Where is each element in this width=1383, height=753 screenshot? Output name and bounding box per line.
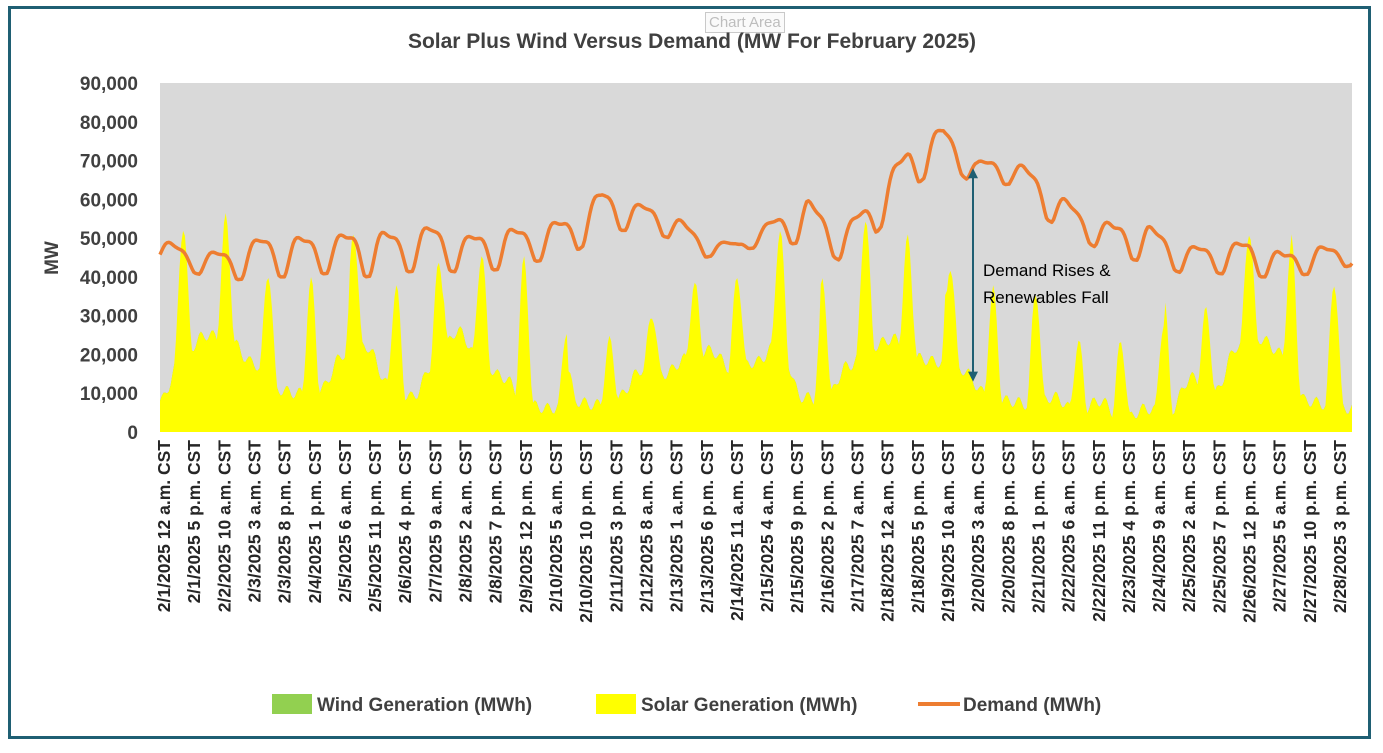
demand-line [158,128,1354,282]
x-tick-label: 2/18/2025 12 a.m. CST [878,440,898,622]
x-tick-label: 2/10/2025 10 p.m. CST [576,440,596,623]
x-tick-label: 2/16/2025 2 p.m. CST [817,440,837,613]
x-tick-label: 2/1/2025 5 p.m. CST [184,440,204,604]
x-tick-label: 2/27/2025 5 a.m. CST [1270,440,1290,612]
y-tick-label: 0 [127,423,138,444]
x-tick-label: 2/4/2025 1 p.m. CST [305,440,325,604]
y-tick-label: 30,000 [80,307,138,328]
x-tick-label: 2/12/2025 8 a.m. CST [637,440,657,612]
legend-solar: Solar Generation (MWh) [596,694,857,716]
x-tick-label: 2/14/2025 11 a.m. CST [727,440,747,621]
x-tick-label: 2/25/2025 2 a.m. CST [1179,440,1199,612]
arrow-head-down [968,371,978,382]
x-tick-label: 2/23/2025 4 p.m. CST [1119,440,1139,613]
x-tick-label: 2/8/2025 2 a.m. CST [456,440,476,603]
x-tick-label: 2/22/2025 11 p.m. CST [1089,440,1109,622]
x-tick-label: 2/2/2025 10 a.m. CST [214,440,234,612]
arrow-head-up [968,168,978,179]
x-tick-label: 2/11/2025 3 p.m. CST [606,440,626,612]
x-tick-label: 2/15/2025 9 p.m. CST [787,440,807,613]
x-tick-label: 2/18/2025 5 p.m. CST [908,440,928,613]
x-tick-label: 2/5/2025 6 a.m. CST [335,440,355,603]
x-tick-label: 2/7/2025 9 a.m. CST [425,440,445,603]
x-tick-label: 2/24/2025 9 a.m. CST [1149,440,1169,612]
x-tick-label: 2/15/2025 4 a.m. CST [757,440,777,612]
chart-area-tooltip: Chart Area [705,12,785,33]
chart-title: Solar Plus Wind Versus Demand (MW For Fe… [408,30,976,53]
x-tick-label: 2/13/2025 1 a.m. CST [667,440,687,612]
x-tick-label: 2/1/2025 12 a.m. CST [154,440,174,612]
y-tick-label: 20,000 [80,345,138,366]
annotation-line-1: Demand Rises & [983,261,1111,280]
x-tick-label: 2/26/2025 12 p.m. CST [1240,440,1260,623]
y-tick-label: 80,000 [80,113,138,134]
legend-wind-swatch [272,694,312,714]
legend-solar-label: Solar Generation (MWh) [641,695,857,716]
x-tick-label: 2/5/2025 11 p.m. CST [365,440,385,612]
x-tick-label: 2/27/2025 10 p.m. CST [1300,440,1320,623]
x-tick-label: 2/25/2025 7 p.m. CST [1209,440,1229,613]
y-tick-label: 40,000 [80,268,138,289]
x-tick-label: 2/6/2025 4 p.m. CST [395,440,415,604]
x-tick-label: 2/20/2025 8 p.m. CST [998,440,1018,613]
legend-demand: Demand (MWh) [918,695,1101,716]
x-tick-label: 2/13/2025 6 p.m. CST [697,440,717,613]
annotation-line-2: Renewables Fall [983,288,1109,307]
x-tick-label: 2/21/2025 1 p.m. CST [1029,440,1049,613]
x-tick-label: 2/19/2025 10 a.m. CST [938,440,958,622]
x-tick-label: 2/3/2025 3 a.m. CST [245,440,265,603]
y-tick-label: 70,000 [80,152,138,173]
x-tick-label: 2/20/2025 3 a.m. CST [968,440,988,612]
y-tick-label: 50,000 [80,229,138,250]
x-tick-label: 2/17/2025 7 a.m. CST [848,440,868,612]
x-tick-label: 2/28/2025 3 p.m. CST [1330,440,1350,613]
legend-demand-label: Demand (MWh) [963,695,1101,716]
legend-solar-swatch [596,694,636,714]
y-tick-label: 90,000 [80,74,138,95]
y-tick-label: 10,000 [80,384,138,405]
x-tick-label: 2/3/2025 8 p.m. CST [275,440,295,604]
x-tick-label: 2/22/2025 6 a.m. CST [1059,440,1079,612]
legend-wind-label: Wind Generation (MWh) [317,695,532,716]
x-tick-label: 2/8/2025 7 p.m. CST [486,440,506,604]
y-tick-label: 60,000 [80,190,138,211]
solar-area [160,213,1352,432]
legend-wind: Wind Generation (MWh) [272,694,532,716]
x-tick-label: 2/9/2025 12 p.m. CST [516,440,536,613]
x-tick-label: 2/10/2025 5 a.m. CST [546,440,566,612]
y-axis-label: MW [42,241,63,275]
